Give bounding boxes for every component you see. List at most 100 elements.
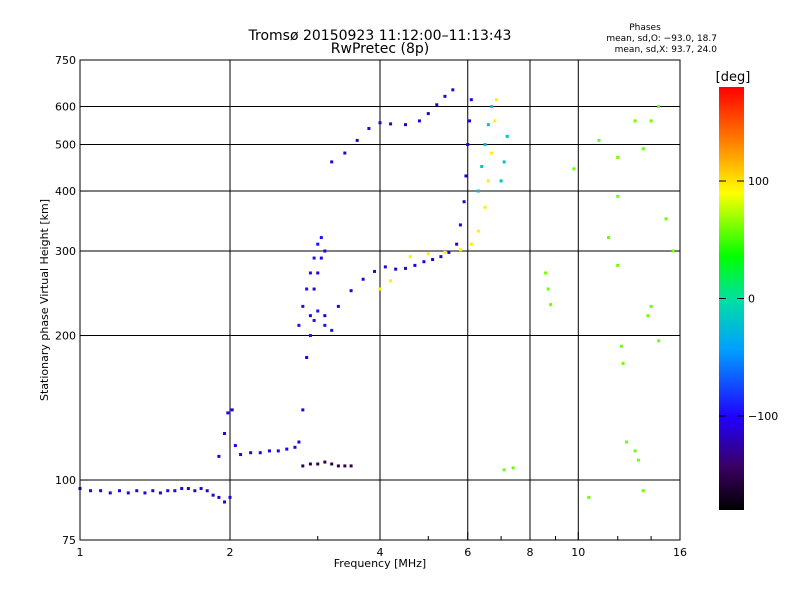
data-point [285, 447, 289, 451]
data-point [228, 495, 232, 499]
data-point [336, 464, 340, 468]
data-point [641, 489, 645, 493]
data-point [239, 453, 243, 457]
phase-info-o: mean, sd,O: −93.0, 18.7 [606, 34, 717, 44]
data-point [180, 487, 184, 491]
data-point [367, 126, 371, 130]
data-point [312, 318, 316, 322]
data-point [549, 303, 553, 307]
data-point [316, 271, 320, 275]
data-point [297, 323, 301, 327]
data-point [621, 361, 625, 365]
data-point [646, 314, 650, 318]
data-point [99, 489, 103, 493]
data-point [469, 98, 473, 102]
x-tick-label: 8 [527, 546, 534, 559]
data-point [394, 267, 398, 271]
data-point [135, 489, 139, 493]
data-point [319, 236, 323, 240]
data-point [319, 256, 323, 260]
data-point [301, 464, 305, 468]
data-point [297, 440, 301, 444]
data-point [403, 123, 407, 127]
data-point [499, 179, 503, 183]
data-point [217, 495, 221, 499]
data-point [355, 138, 359, 142]
data-point [649, 119, 653, 123]
data-point [633, 449, 637, 453]
data-point [223, 500, 227, 504]
data-point [616, 155, 620, 159]
data-point [464, 174, 468, 178]
data-point [544, 271, 548, 275]
data-point [230, 408, 234, 412]
chart-title: Tromsø 20150923 11:12:00–11:13:43 [248, 28, 512, 44]
colorbar-tick-label: −100 [748, 410, 778, 423]
data-point [633, 119, 637, 123]
data-point [505, 134, 509, 138]
data-point [308, 462, 312, 466]
x-tick-label: 16 [673, 546, 687, 559]
data-point [403, 266, 407, 270]
data-point [378, 287, 382, 291]
data-point [193, 489, 197, 493]
data-point [486, 179, 490, 183]
data-point [511, 466, 515, 470]
data-point [361, 277, 365, 281]
data-point [443, 94, 447, 98]
y-tick-label: 300 [55, 245, 76, 258]
y-tick-label: 200 [55, 330, 76, 343]
data-point [336, 304, 340, 308]
data-point [458, 248, 462, 252]
data-point [426, 252, 430, 256]
data-point [494, 98, 498, 102]
x-axis-label: Frequency [MHz] [334, 557, 426, 570]
colorbar-tick-label: 100 [748, 175, 769, 188]
data-point [486, 123, 490, 127]
x-tick-label: 1 [77, 546, 84, 559]
data-point [572, 167, 576, 171]
data-point [293, 445, 297, 449]
data-point [343, 464, 347, 468]
y-tick-label: 75 [62, 534, 76, 547]
data-point [413, 263, 417, 267]
colorbar-label: [deg] [716, 70, 751, 85]
data-point [308, 271, 312, 275]
data-point [431, 258, 435, 262]
colorbar-ticks: 100 0 −100 [719, 175, 778, 423]
data-point [408, 255, 412, 259]
data-point [439, 255, 443, 259]
data-points [78, 88, 675, 504]
data-point [468, 119, 472, 123]
data-point [226, 411, 230, 415]
data-point [458, 223, 462, 227]
data-point [483, 143, 487, 147]
data-point [664, 217, 668, 221]
data-point [276, 449, 280, 453]
data-point [616, 263, 620, 267]
data-point [323, 460, 327, 464]
data-point [301, 408, 305, 412]
data-point [597, 138, 601, 142]
data-point [312, 287, 316, 291]
data-point [607, 236, 611, 240]
data-point [323, 323, 327, 327]
data-point [417, 119, 421, 123]
data-point [490, 151, 494, 155]
y-tick-label: 750 [55, 54, 76, 67]
data-point [476, 229, 480, 233]
phase-info-heading: Phases [629, 23, 661, 33]
y-tick-label: 100 [55, 474, 76, 487]
x-tick-label: 2 [227, 546, 234, 559]
x-tick-label: 6 [464, 546, 471, 559]
data-point [308, 314, 312, 318]
data-point [249, 451, 253, 455]
data-point [117, 489, 121, 493]
data-point [316, 462, 320, 466]
data-point [389, 122, 393, 126]
data-point [330, 462, 334, 466]
data-point [308, 334, 312, 338]
data-point [671, 249, 675, 253]
data-point [323, 249, 327, 253]
chart-subtitle: RwPretec (8p) [331, 41, 429, 57]
